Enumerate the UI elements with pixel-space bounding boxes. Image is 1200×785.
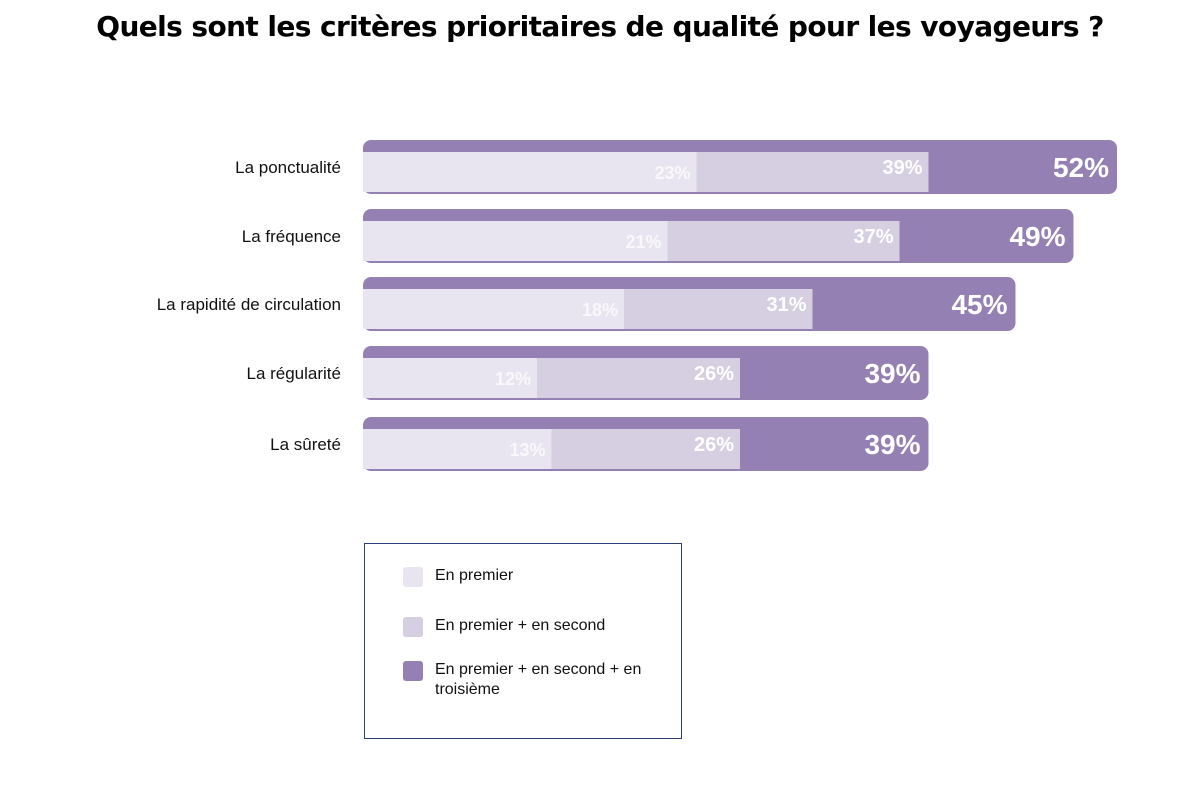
value-label-series-2: 37% — [853, 226, 893, 248]
legend-swatch — [403, 567, 423, 587]
legend-item: En premier + en second + en troisième — [403, 660, 665, 700]
bar-series-1 — [363, 358, 537, 398]
bar-series-1 — [363, 289, 624, 329]
legend-item: En premier + en second — [403, 616, 665, 637]
category-label: La fréquence — [242, 227, 341, 246]
legend-label: En premier + en second + en troisième — [435, 661, 642, 698]
category-label: La rapidité de circulation — [157, 295, 341, 314]
bar-series-1 — [363, 152, 697, 192]
value-label-series-2: 31% — [766, 294, 806, 316]
legend-label: En premier + en second — [435, 617, 606, 634]
bar-series-1 — [363, 221, 668, 261]
bar-series-1 — [363, 429, 552, 469]
value-label-series-3: 52% — [1053, 152, 1109, 183]
value-label-series-1: 18% — [582, 300, 618, 320]
value-label-series-1: 21% — [625, 232, 661, 252]
legend-item: En premier — [403, 566, 665, 587]
value-label-series-3: 49% — [1009, 221, 1065, 252]
value-label-series-3: 39% — [864, 358, 920, 389]
value-label-series-3: 39% — [864, 429, 920, 460]
value-label-series-3: 45% — [951, 289, 1007, 320]
category-label: La ponctualité — [235, 158, 341, 177]
value-label-series-2: 26% — [694, 434, 734, 456]
category-label: La régularité — [246, 364, 341, 383]
category-label: La sûreté — [270, 435, 341, 454]
value-label-series-2: 26% — [694, 363, 734, 385]
value-label-series-2: 39% — [882, 157, 922, 179]
value-label-series-1: 13% — [509, 440, 545, 460]
legend-label: En premier — [435, 567, 514, 584]
chart-title: Quels sont les critères prioritaires de … — [96, 10, 1104, 43]
legend-swatch — [403, 661, 423, 681]
value-label-series-1: 23% — [654, 163, 690, 183]
legend: En premier En premier + en second En pre… — [364, 543, 682, 739]
value-label-series-1: 12% — [495, 369, 531, 389]
legend-swatch — [403, 617, 423, 637]
